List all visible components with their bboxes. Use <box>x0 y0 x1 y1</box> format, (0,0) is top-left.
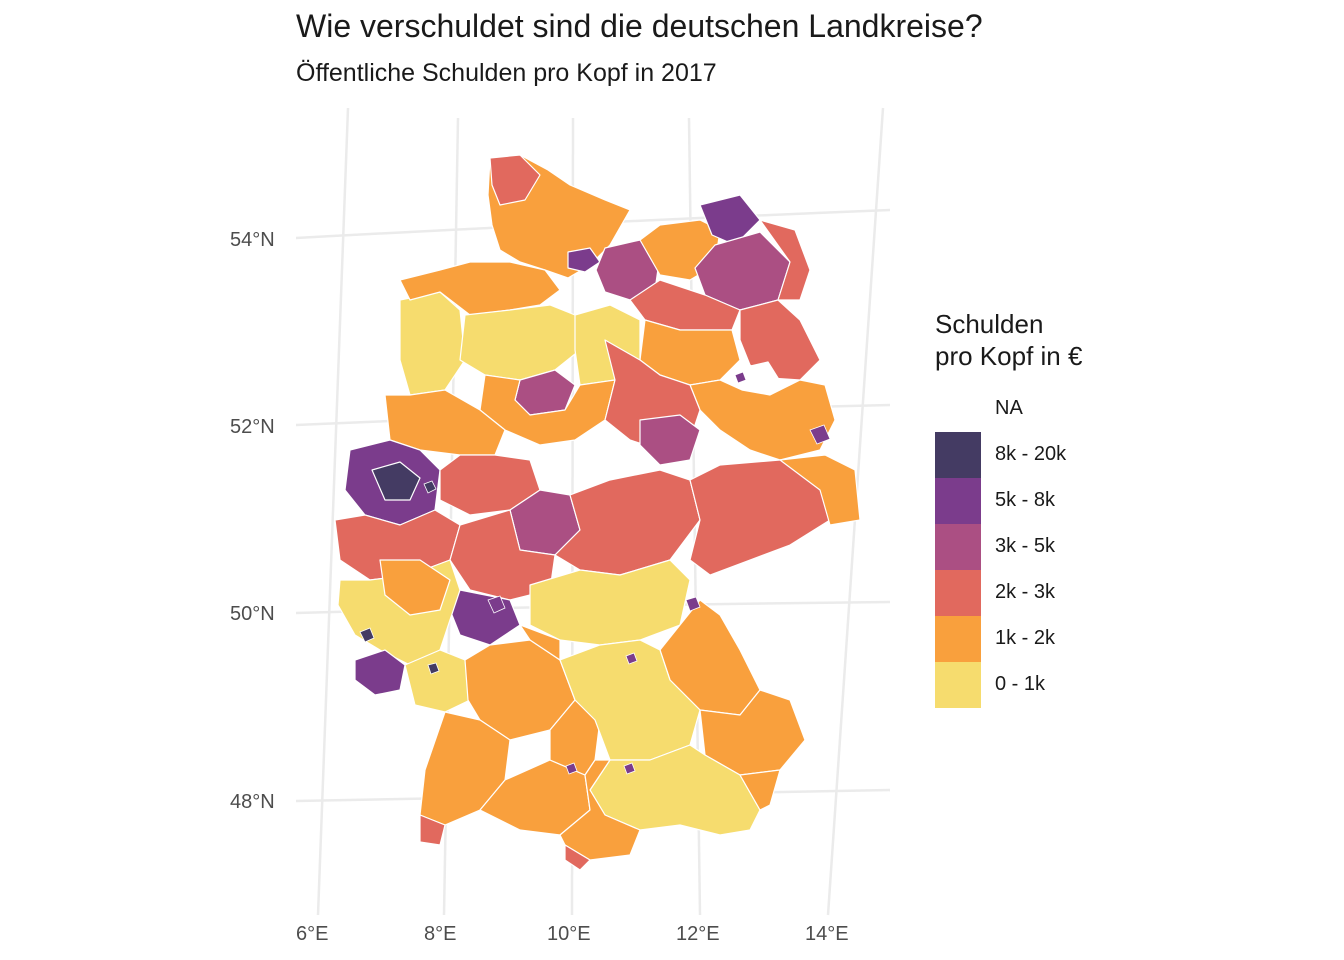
lat-label-48: 48°N <box>230 791 275 813</box>
chart-title: Wie verschuldet sind die deutschen Landk… <box>296 8 983 44</box>
legend-item-2k-3k: 2k - 3k <box>935 570 1135 616</box>
meridian-6E <box>316 107 350 916</box>
lon-label-8: 8°E <box>424 923 456 945</box>
legend-title-line2: pro Kopf in € <box>935 341 1083 371</box>
region-city-9 <box>565 762 578 775</box>
legend-swatch-na <box>935 386 981 432</box>
lat-label-52: 52°N <box>230 416 275 438</box>
legend-label-0-1k: 0 - 1k <box>995 673 1046 695</box>
lat-label-54: 54°N <box>230 229 275 251</box>
region-bayern-schwaben <box>559 759 641 861</box>
legend-label-3k-5k: 3k - 5k <box>995 535 1056 557</box>
region-bayern-southeast <box>739 769 781 811</box>
legend-swatch-8k-20k <box>935 432 981 478</box>
legend-item-8k-20k: 8k - 20k <box>935 432 1135 478</box>
legend-swatch-2k-3k <box>935 570 981 616</box>
axis-lat: 54°N 52°N 50°N 48°N <box>230 229 275 813</box>
region-city-5 <box>685 596 701 612</box>
region-city-7 <box>734 371 747 384</box>
region-rlp-east <box>379 559 451 616</box>
high-debt-cities <box>359 371 831 775</box>
lon-label-6: 6°E <box>296 923 328 945</box>
legend-title-line1: Schulden <box>935 309 1044 339</box>
regions <box>334 154 861 871</box>
region-hamburg <box>567 247 601 273</box>
region-city-10 <box>623 762 636 775</box>
lon-label-12: 12°E <box>676 923 720 945</box>
region-city-8 <box>625 652 638 665</box>
region-brandenburg-south <box>689 379 836 461</box>
legend-item-5k-8k: 5k - 8k <box>935 478 1135 524</box>
region-city-6 <box>809 424 831 445</box>
region-sh-north <box>489 154 541 206</box>
region-bayern-central <box>559 639 701 761</box>
region-mv-rostock <box>699 194 761 246</box>
region-city-2 <box>359 627 375 643</box>
region-niedersachsen-coast <box>399 261 561 316</box>
legend-swatch-3k-5k <box>935 524 981 570</box>
chart-subtitle: Öffentliche Schulden pro Kopf in 2017 <box>296 59 717 87</box>
legend-label-2k-3k: 2k - 3k <box>995 581 1056 603</box>
legend-label-8k-20k: 8k - 20k <box>995 443 1067 465</box>
legend-item-0-1k: 0 - 1k <box>935 662 1135 708</box>
lon-label-14: 14°E <box>805 923 849 945</box>
region-city-3 <box>427 662 440 675</box>
region-niedersachsen-west <box>399 291 466 396</box>
legend-swatch-0-1k <box>935 662 981 708</box>
region-bawue-southwest <box>419 814 446 846</box>
region-city-1 <box>423 480 437 494</box>
legend-title: Schulden pro Kopf in € <box>935 308 1082 372</box>
region-sa-magdeburg <box>639 414 701 466</box>
region-saarland <box>354 649 406 696</box>
legend-item-1k-2k: 1k - 2k <box>935 616 1135 662</box>
legend-label-1k-2k: 1k - 2k <box>995 627 1056 649</box>
region-bayern-south-tip <box>564 844 591 871</box>
legend-label-na: NA <box>995 397 1023 419</box>
region-berlin <box>741 361 779 393</box>
region-city-4 <box>487 595 506 614</box>
legend-label-5k-8k: 5k - 8k <box>995 489 1056 511</box>
region-niedersachsen-central <box>459 304 581 381</box>
legend-item-na: NA <box>935 386 1135 432</box>
lat-label-50: 50°N <box>230 603 275 625</box>
lon-label-10: 10°E <box>547 923 591 945</box>
region-mv-east <box>759 219 811 301</box>
region-sachsen <box>689 454 841 576</box>
legend-swatch-5k-8k <box>935 478 981 524</box>
region-ruhr-core <box>371 461 421 501</box>
axis-lon: 6°E 8°E 10°E 12°E 14°E <box>296 923 849 945</box>
legend-item-3k-5k: 3k - 5k <box>935 524 1135 570</box>
region-sachsen-east <box>779 454 861 526</box>
legend-swatch-1k-2k <box>935 616 981 662</box>
